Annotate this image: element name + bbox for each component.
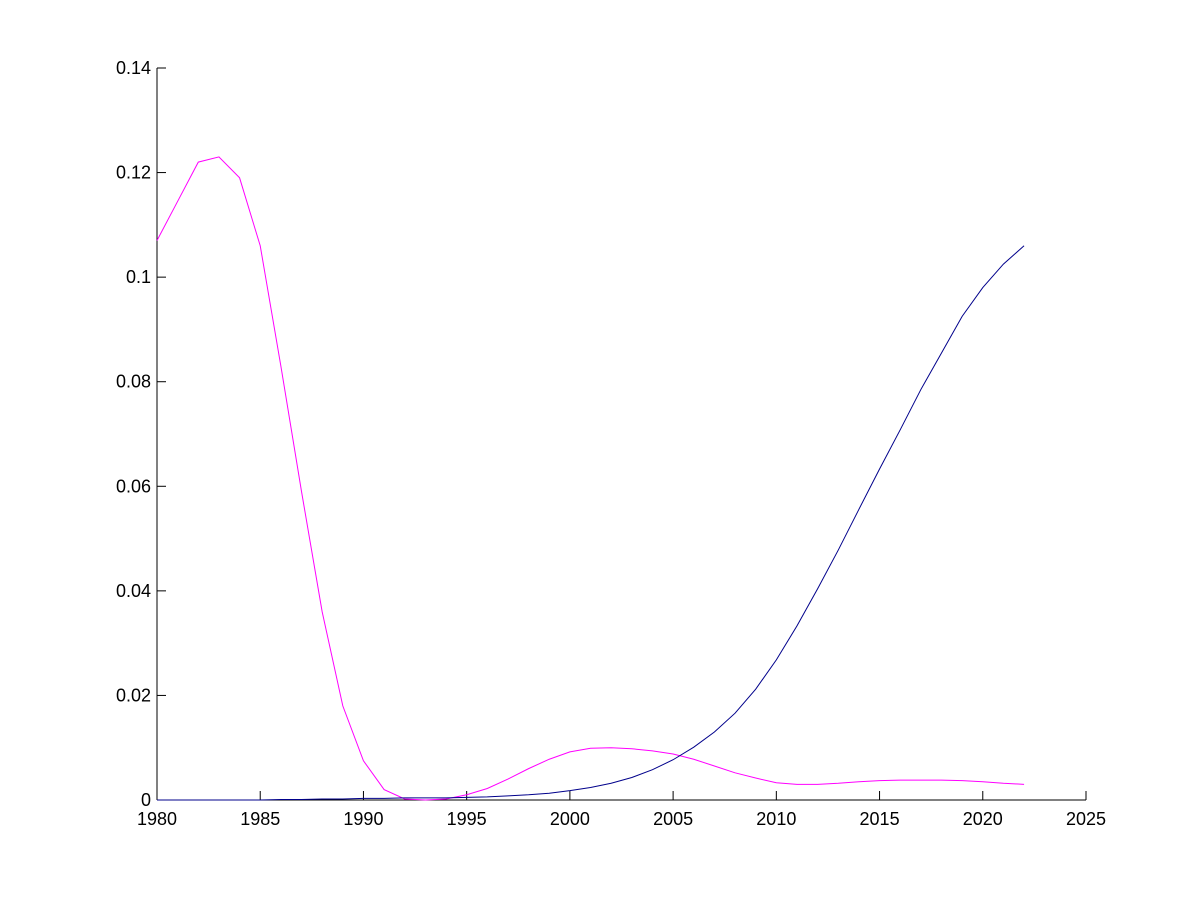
- x-tick-label: 2025: [1066, 809, 1106, 829]
- x-tick-label: 1990: [343, 809, 383, 829]
- y-tick-label: 0.02: [116, 685, 151, 705]
- y-tick-label: 0.1: [126, 267, 151, 287]
- x-tick-label: 2010: [756, 809, 796, 829]
- y-tick-label: 0: [141, 790, 151, 810]
- x-tick-label: 2000: [550, 809, 590, 829]
- x-tick-label: 2005: [653, 809, 693, 829]
- y-tick-label: 0.08: [116, 372, 151, 392]
- series-line: [156, 156, 1025, 801]
- y-tick-label: 0.12: [116, 163, 151, 183]
- x-tick-label: 1980: [137, 809, 177, 829]
- y-tick-label: 0.04: [116, 581, 151, 601]
- x-tick-label: 1985: [240, 809, 280, 829]
- y-tick-label: 0.14: [116, 58, 151, 78]
- y-tick-label: 0.06: [116, 476, 151, 496]
- x-tick-label: 2020: [963, 809, 1003, 829]
- series-line: [157, 245, 1025, 801]
- x-tick-label: 2015: [860, 809, 900, 829]
- x-tick-label: 1995: [447, 809, 487, 829]
